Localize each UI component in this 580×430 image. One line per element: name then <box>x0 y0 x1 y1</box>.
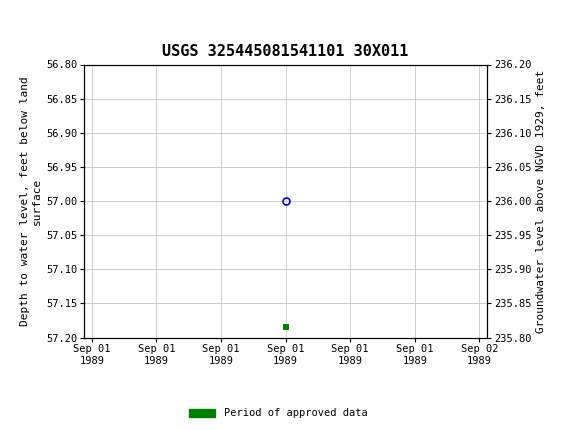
Legend: Period of approved data: Period of approved data <box>185 404 372 423</box>
Title: USGS 325445081541101 30X011: USGS 325445081541101 30X011 <box>162 44 409 59</box>
Y-axis label: Groundwater level above NGVD 1929, feet: Groundwater level above NGVD 1929, feet <box>536 69 546 333</box>
Y-axis label: Depth to water level, feet below land
surface: Depth to water level, feet below land su… <box>20 76 42 326</box>
Text: USGS: USGS <box>52 12 116 33</box>
